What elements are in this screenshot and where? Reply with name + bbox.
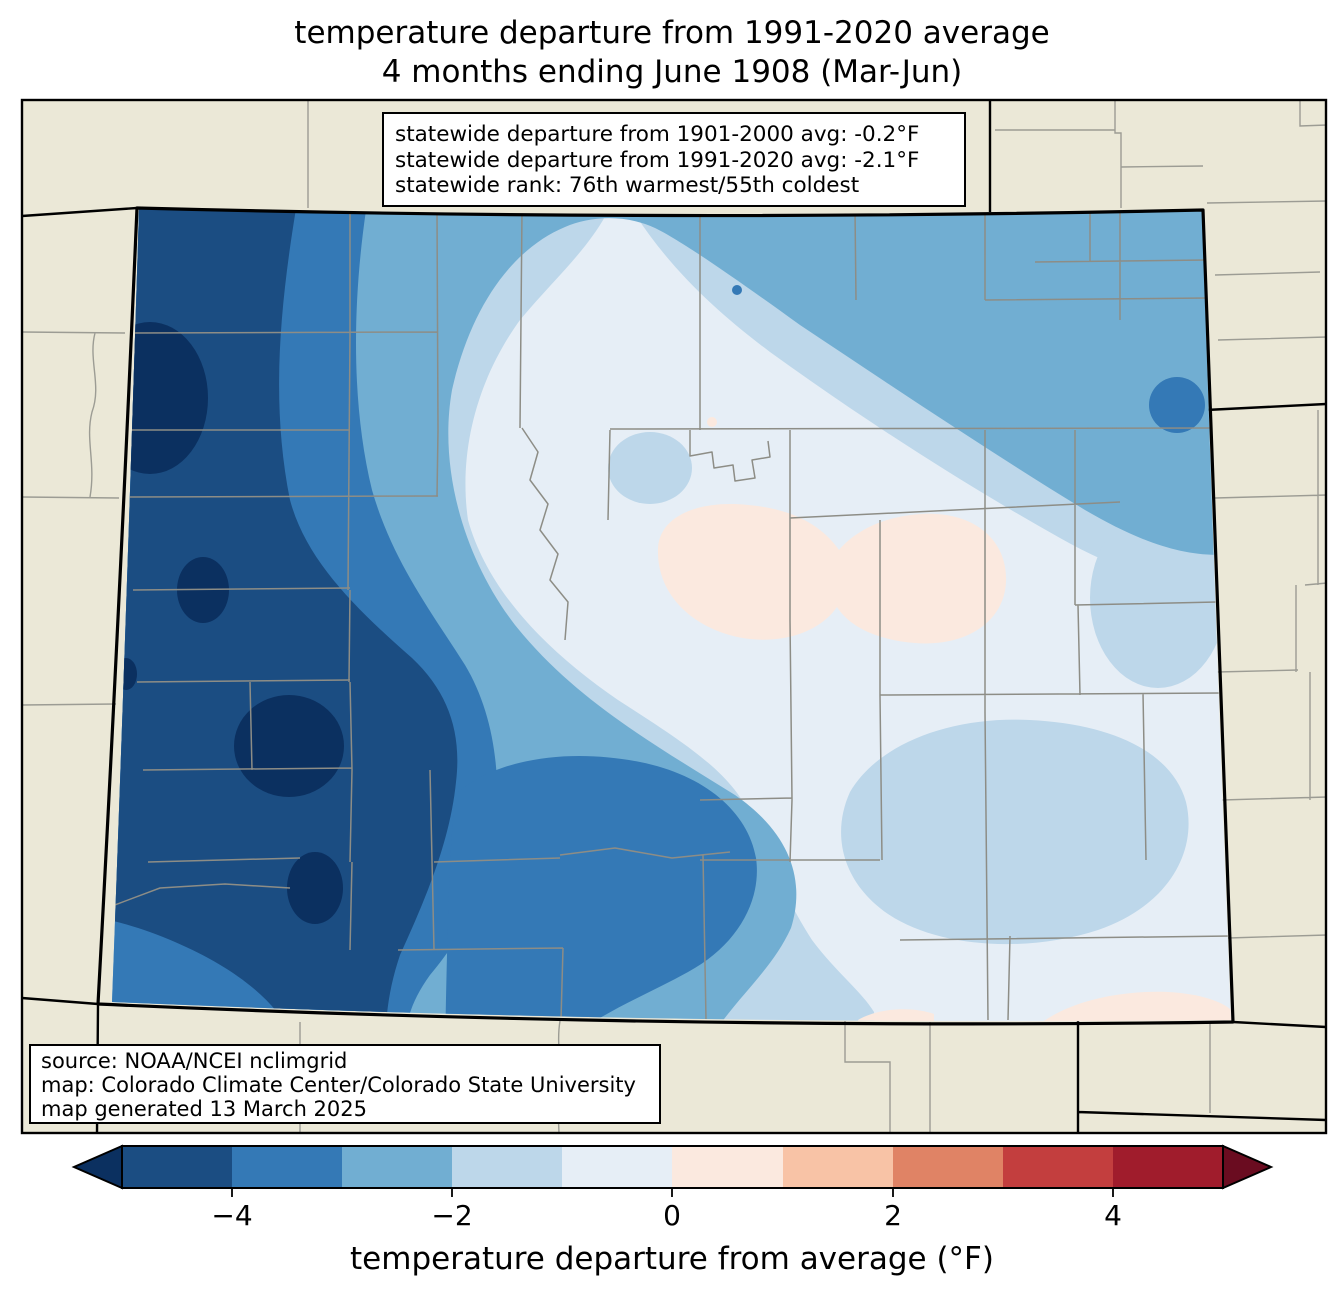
colorbar-bin-4 xyxy=(562,1146,673,1188)
colorbar-over-arrow xyxy=(1222,1144,1274,1190)
colorbar-bin-8 xyxy=(1003,1146,1114,1188)
stats-line-1991-2020: statewide departure from 1991-2020 avg: … xyxy=(395,147,920,173)
colorado-state-border xyxy=(96,206,1235,1026)
colorbar-bin-6 xyxy=(783,1146,894,1188)
contour-band-minus4-minus3-south-tongue xyxy=(445,755,757,1022)
contour-core-below-minus5-south xyxy=(287,852,343,924)
contour-fill-group xyxy=(112,209,1231,1022)
source-attribution-box: source: NOAA/NCEI nclimgrid map: Colorad… xyxy=(29,1044,661,1124)
contour-band-0-plus1-south-border-sliver-2 xyxy=(858,1009,934,1022)
contour-patch-minus2-minus1-central xyxy=(608,432,692,504)
stats-line-rank: statewide rank: 76th warmest/55th coldes… xyxy=(395,173,860,198)
figure-title-line1: temperature departure from 1991-2020 ave… xyxy=(294,15,1050,51)
colorbar-axis-label: temperature departure from average (°F) xyxy=(350,1241,994,1277)
colorbar-under-arrow xyxy=(71,1144,123,1190)
contour-dot-minus4-minus3-north xyxy=(732,285,742,295)
contour-band-0-plus1-central-pocket xyxy=(657,504,1007,644)
colorbar-tick-marks xyxy=(231,1188,1114,1197)
axes-frame xyxy=(20,98,1328,1135)
colorbar-bin-7 xyxy=(893,1146,1004,1188)
colorbar-bin-5 xyxy=(672,1146,783,1188)
colorbar-bin-0 xyxy=(122,1146,233,1188)
colorbar-tick-label-minus4: −4 xyxy=(211,1199,253,1232)
stats-line-1901-2000: statewide departure from 1901-2000 avg: … xyxy=(395,122,920,147)
map-generated-line: map generated 13 March 2025 xyxy=(41,1096,368,1121)
contour-dot-0-plus1 xyxy=(707,417,717,427)
neighbor-county-lines xyxy=(21,101,1328,1134)
colorbar-tick-label-0: 0 xyxy=(663,1199,681,1232)
map-credit-line: map: Colorado Climate Center/Colorado St… xyxy=(41,1072,636,1097)
contour-band-0-plus1-south-border-sliver xyxy=(1040,991,1231,1022)
figure-title: temperature departure from 1991-2020 ave… xyxy=(294,14,1049,92)
colorbar-bin-1 xyxy=(232,1146,343,1188)
colorbar-bin-9 xyxy=(1113,1146,1223,1188)
contour-patch-minus2-minus1-east-border xyxy=(1090,508,1226,688)
colorbar xyxy=(71,1144,1274,1197)
colorbar-tick-label-4: 4 xyxy=(1104,1199,1122,1232)
colorbar-bin-2 xyxy=(342,1146,453,1188)
statewide-stats-box: statewide departure from 1901-2000 avg: … xyxy=(382,112,966,207)
colorbar-tick-label-minus2: −2 xyxy=(431,1199,473,1232)
figure-title-line2: 4 months ending June 1908 (Mar-Jun) xyxy=(381,54,963,90)
contour-core-below-minus5-southwest xyxy=(234,695,344,797)
colorado-county-lines xyxy=(112,209,1231,1021)
colorbar-tick-label-2: 2 xyxy=(884,1199,902,1232)
contour-band-minus2-minus1-southeast-blob xyxy=(841,719,1189,945)
colorbar-bin-3 xyxy=(452,1146,563,1188)
source-line: source: NOAA/NCEI nclimgrid xyxy=(41,1049,348,1073)
contour-pocket-minus4-minus3-northeast xyxy=(1149,377,1205,433)
